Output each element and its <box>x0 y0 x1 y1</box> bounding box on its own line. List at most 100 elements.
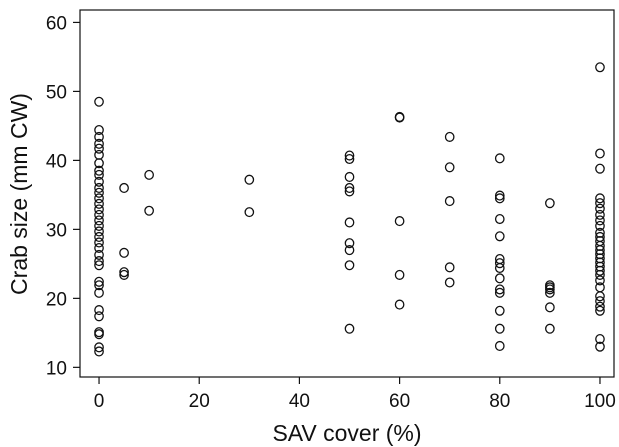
data-point <box>94 237 104 248</box>
data-point <box>94 193 104 204</box>
data-point <box>144 169 154 180</box>
data-point <box>394 112 405 123</box>
data-point <box>94 256 104 267</box>
data-point <box>595 334 605 345</box>
x-tick-label: 40 <box>289 391 310 412</box>
data-point <box>94 327 104 338</box>
plot-frame <box>79 9 615 378</box>
data-point <box>94 169 104 180</box>
data-point <box>545 323 555 334</box>
data-point <box>94 346 104 357</box>
y-axis-title: Crab size (mm CW) <box>6 93 32 295</box>
data-point <box>94 204 104 215</box>
data-point <box>545 287 555 298</box>
data-point <box>545 198 555 209</box>
data-point <box>119 267 129 278</box>
data-point <box>94 198 104 209</box>
x-tick-label: 0 <box>94 391 105 412</box>
data-point <box>244 174 255 185</box>
data-point <box>595 265 605 276</box>
y-tick-label: 60 <box>46 13 67 34</box>
data-point <box>444 196 455 207</box>
data-point <box>545 302 555 313</box>
data-point <box>444 277 455 288</box>
data-point <box>94 305 104 316</box>
data-point <box>94 260 104 271</box>
data-point <box>344 171 355 182</box>
data-point <box>494 323 505 334</box>
data-point <box>344 238 355 249</box>
data-point <box>344 182 355 194</box>
data-point <box>545 282 555 293</box>
data-point <box>595 198 605 209</box>
data-point <box>94 231 104 243</box>
data-point <box>595 163 605 174</box>
data-point <box>94 209 104 220</box>
data-point <box>394 269 405 280</box>
data-point <box>94 280 104 291</box>
data-point <box>344 153 355 165</box>
data-point <box>94 226 104 237</box>
data-point <box>494 287 505 298</box>
data-point <box>119 182 129 194</box>
data-point <box>595 296 605 307</box>
x-tick-label: 60 <box>389 391 410 412</box>
data-point <box>94 138 104 149</box>
data-point <box>595 291 605 302</box>
data-point <box>94 287 104 298</box>
data-point <box>444 162 455 173</box>
data-point <box>244 207 255 218</box>
y-axis: 10 20 30 40 50 60 <box>46 13 80 379</box>
x-tick-label: 100 <box>584 391 616 412</box>
y-tick-label: 10 <box>46 358 67 379</box>
data-point <box>94 124 104 136</box>
data-point <box>94 165 104 176</box>
x-axis: 0 20 40 60 80 100 <box>94 377 616 412</box>
data-point <box>94 187 104 198</box>
data-point <box>494 258 505 269</box>
y-tick-label: 30 <box>46 220 67 241</box>
data-point <box>494 273 505 284</box>
data-point <box>444 131 455 142</box>
y-tick-label: 40 <box>46 151 67 172</box>
data-point <box>344 186 355 197</box>
data-point <box>595 220 605 231</box>
data-point <box>94 249 104 260</box>
data-point <box>344 217 355 228</box>
data-point <box>595 148 605 159</box>
y-tick-label: 20 <box>46 289 67 310</box>
data-point <box>94 149 104 160</box>
data-point <box>344 150 355 161</box>
data-point <box>94 176 104 187</box>
x-tick-label: 20 <box>189 391 210 412</box>
data-point <box>494 284 505 295</box>
data-point <box>94 342 104 353</box>
data-point <box>94 329 104 340</box>
data-point <box>595 269 605 280</box>
data-points <box>94 62 605 357</box>
y-tick-label: 50 <box>46 82 67 103</box>
data-point <box>494 231 505 242</box>
data-point <box>394 299 405 310</box>
data-point <box>444 262 455 273</box>
data-point <box>595 62 605 73</box>
data-point <box>494 262 505 274</box>
data-point <box>494 193 505 204</box>
data-point <box>494 213 505 225</box>
x-tick-label: 80 <box>489 391 510 412</box>
data-point <box>394 216 405 227</box>
data-point <box>344 245 355 256</box>
data-point <box>595 341 605 352</box>
data-point <box>94 143 104 154</box>
data-point <box>595 275 605 286</box>
data-point <box>94 96 104 107</box>
data-point <box>595 209 605 220</box>
data-point <box>595 305 605 316</box>
x-axis-title: SAV cover (%) <box>272 420 421 446</box>
data-point <box>94 131 104 142</box>
data-point <box>119 269 129 280</box>
data-point <box>595 193 605 204</box>
data-point <box>119 247 129 258</box>
data-point <box>494 305 505 316</box>
data-point <box>94 311 104 322</box>
